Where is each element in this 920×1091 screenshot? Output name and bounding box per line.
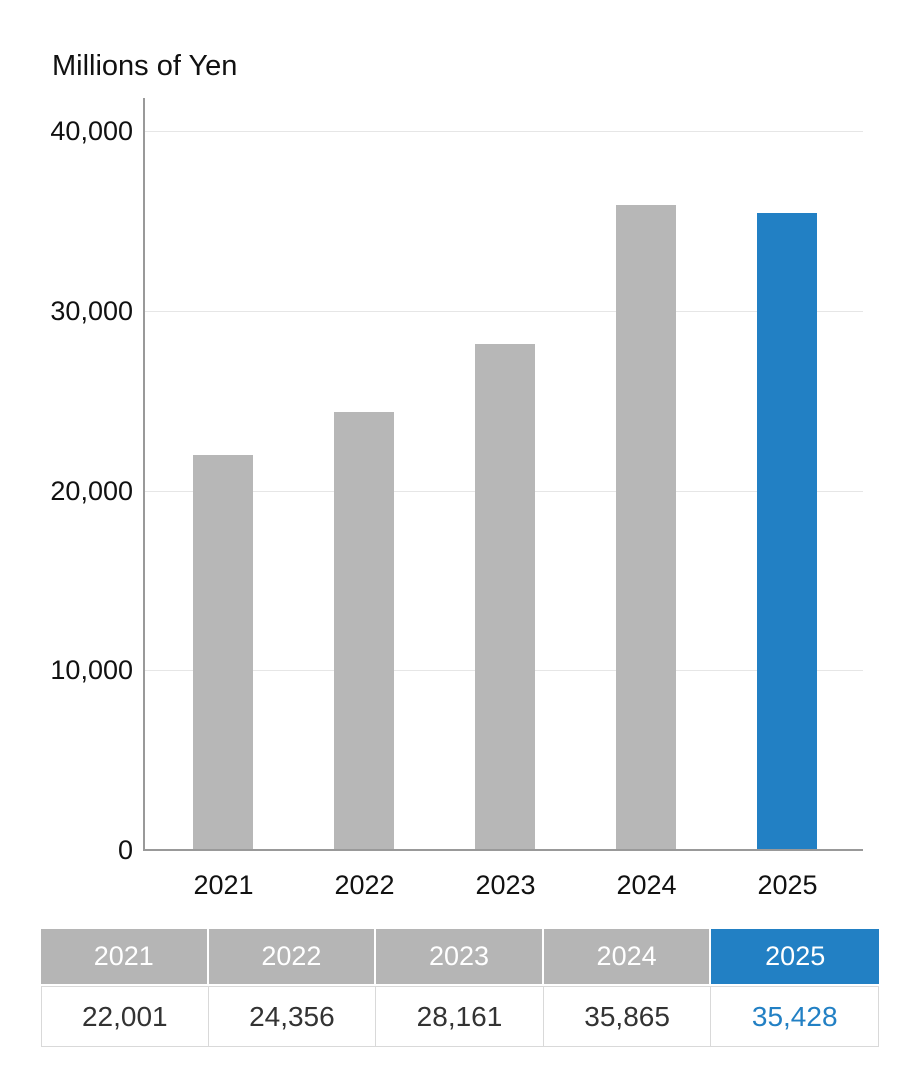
table-value-2024: 35,865 — [543, 986, 712, 1047]
y-tick-label: 10,000 — [50, 655, 133, 685]
y-tick-label: 30,000 — [50, 296, 133, 326]
table-header-2025: 2025 — [711, 929, 879, 986]
bar-chart-plot: 0 10,000 20,000 30,000 40,000 2021 2022 2023 202… — [50, 98, 863, 900]
table-header-2021: 2021 — [41, 929, 209, 986]
gridline — [143, 131, 863, 132]
y-tick-label: 0 — [117, 835, 133, 865]
table-value-2022: 24,356 — [208, 986, 377, 1047]
table-header-2023: 2023 — [376, 929, 544, 986]
bar-2024[interactable] — [616, 205, 676, 850]
x-tick-label-2022: 2022 — [334, 870, 395, 900]
table-value-2023: 28,161 — [376, 986, 544, 1047]
bar-2025[interactable] — [757, 213, 817, 850]
data-table: 2021 2022 2023 2024 2025 22,001 24,356 28,161 35… — [41, 929, 879, 1047]
table-header-2024: 2024 — [543, 929, 712, 986]
y-tick-label: 20,000 — [50, 476, 133, 506]
bar-2021[interactable] — [193, 455, 253, 850]
y-tick-label: 40,000 — [50, 116, 133, 146]
x-tick-label-2024: 2024 — [616, 870, 677, 900]
chart-title: Millions of Yen — [52, 50, 238, 82]
table-header-2022: 2022 — [208, 929, 377, 986]
bar-2023[interactable] — [475, 344, 535, 850]
x-tick-label-2023: 2023 — [475, 870, 536, 900]
table-value-2021: 22,001 — [41, 986, 209, 1047]
table-value-2025: 35,428 — [711, 986, 879, 1047]
bar-2022[interactable] — [334, 412, 394, 850]
x-axis-line — [143, 849, 863, 851]
x-tick-label-2025: 2025 — [757, 870, 818, 900]
x-tick-label-2021: 2021 — [193, 870, 254, 900]
y-axis-line — [143, 98, 145, 850]
gridline — [143, 311, 863, 312]
